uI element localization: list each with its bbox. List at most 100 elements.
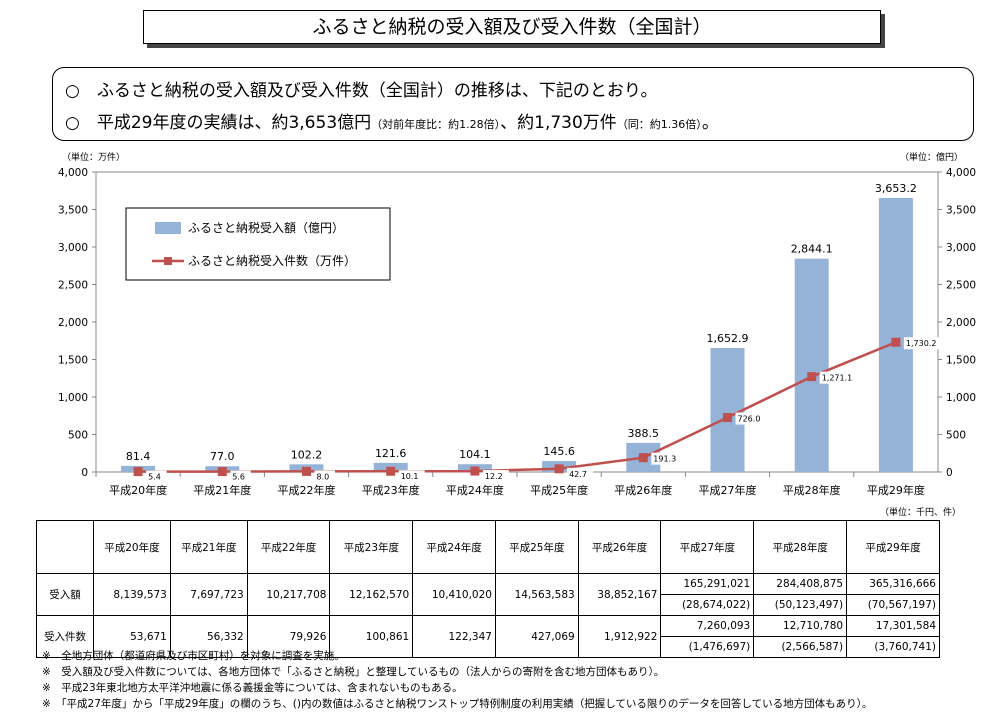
summary-note: （対前年度比：約1.28倍） <box>371 118 501 131</box>
right-tick-label: 500 <box>946 430 966 442</box>
right-tick-label: 1,000 <box>946 392 976 404</box>
column-header: 平成28年度 <box>753 520 848 574</box>
line-label-bg <box>230 470 251 483</box>
left-tick-label: 0 <box>81 467 88 479</box>
bar-label: 121.6 <box>375 447 407 460</box>
note: ※ 受入額及び受入件数については、各地方団体で「ふるさと納税」と整理しているもの… <box>42 666 665 678</box>
right-tick-label: 0 <box>946 467 953 479</box>
line-label: 10.1 <box>401 472 419 481</box>
summary-line-1: ○ ふるさと納税の受入額及び受入件数（全国計）の推移は、下記のとおり。 <box>65 81 658 101</box>
left-tick-label: 2,500 <box>58 280 88 292</box>
page-title: ふるさと納税の受入額及び受入件数（全国計） <box>143 10 881 44</box>
bar-label: 3,653.2 <box>875 182 917 195</box>
column-header: 平成23年度 <box>329 520 414 574</box>
table-header-row: 平成20年度 平成21年度 平成22年度 平成23年度 平成24年度 平成25年度 平成26… <box>36 520 940 574</box>
table-cell: 8,139,573 <box>93 573 171 616</box>
table-row: 受入額 8,139,573 7,697,723 10,217,708 12,162,57… <box>36 573 940 616</box>
table-cell: 284,408,875 <box>753 573 848 595</box>
bar-label: 2,844.1 <box>791 243 833 256</box>
line-marker <box>554 464 564 474</box>
row-header: 受入額 <box>36 573 94 616</box>
line-marker <box>217 467 227 477</box>
line-label: 726.0 <box>738 415 761 424</box>
summary-box: ○ ふるさと納税の受入額及び受入件数（全国計）の推移は、下記のとおり。 ○ 平成… <box>52 67 974 141</box>
table-corner <box>36 520 94 574</box>
table-cell: 100,861 <box>329 615 414 658</box>
summary-text: 。 <box>701 113 719 133</box>
line-marker <box>638 453 648 463</box>
table-cell: 38,852,167 <box>577 573 662 616</box>
left-tick-label: 3,000 <box>58 242 88 254</box>
column-header: 平成20年度 <box>93 520 171 574</box>
table-unit: （単位：千円、件） <box>880 508 962 518</box>
table-cell: 17,301,584 <box>846 615 940 637</box>
x-tick-label: 平成28年度 <box>783 483 841 497</box>
column-header: 平成24年度 <box>412 520 496 574</box>
table-cell: 12,710,780 <box>753 615 848 637</box>
summary-text: ○ 平成29年度の実績は、約3,653億円 <box>65 113 372 133</box>
left-tick-label: 3,500 <box>58 205 88 217</box>
note: ※ 全地方団体（都道府県及び市区町村）を対象に調査を実施。 <box>42 650 345 662</box>
bar-label: 81.4 <box>126 450 151 463</box>
line-label: 42.7 <box>569 470 587 479</box>
line-series <box>138 341 897 473</box>
x-tick-label: 平成24年度 <box>446 483 504 497</box>
x-tick-label: 平成27年度 <box>699 483 757 497</box>
left-tick-label: 500 <box>68 430 88 442</box>
x-tick-label: 平成25年度 <box>530 483 588 497</box>
line-label-bg <box>735 412 767 425</box>
right-tick-label: 4,000 <box>946 167 976 179</box>
right-tick-label: 1,500 <box>946 355 976 367</box>
table-cell: 165,291,021 <box>660 573 755 595</box>
left-tick-label: 4,000 <box>58 167 88 179</box>
left-tick-label: 1,000 <box>58 392 88 404</box>
data-table: 平成20年度 平成21年度 平成22年度 平成23年度 平成24年度 平成25年度 平成26… <box>36 520 940 658</box>
column-header: 平成27年度 <box>660 520 755 574</box>
x-tick-label: 平成23年度 <box>362 483 420 497</box>
line-marker <box>386 466 396 476</box>
summary-line-2: ○ 平成29年度の実績は、約3,653億円（対前年度比：約1.28倍）、約1,7… <box>65 108 719 133</box>
note: ※ 平成23年東北地方太平洋沖地震に係る義援金等については、含まれないものもある… <box>42 682 463 694</box>
x-tick-label: 平成20年度 <box>109 483 167 497</box>
line-label-bg <box>567 467 594 480</box>
left-axis-unit: （単位：万件） <box>62 153 126 163</box>
table-cell-onestop: (2,566,587) <box>753 636 848 658</box>
left-tick-label: 2,000 <box>58 317 88 329</box>
x-tick-label: 平成29年度 <box>867 483 925 497</box>
line-marker <box>891 337 901 347</box>
right-axis-unit: （単位：億円） <box>900 153 964 163</box>
line-label-bg <box>314 470 335 483</box>
row-header: 受入件数 <box>36 615 94 658</box>
table-subrow: (28,674,022) (50,123,497) (70,567,197) <box>37 594 940 616</box>
table-cell: 79,926 <box>246 615 331 658</box>
notes: ※ 全地方団体（都道府県及び市区町村）を対象に調査を実施。 ※ 受入額及び受入件数… <box>42 648 872 712</box>
bar <box>710 348 745 472</box>
summary-text: 、約1,730万件 <box>500 113 617 133</box>
table-cell: 53,671 <box>93 615 171 658</box>
line-marker <box>302 466 311 476</box>
line-label: 8.0 <box>317 472 330 481</box>
table-cell: 427,069 <box>494 615 579 658</box>
line-label-bg <box>146 470 167 483</box>
table-cell: 10,410,020 <box>412 573 496 616</box>
table-cell: 7,697,723 <box>169 573 248 616</box>
bar <box>794 258 829 472</box>
line-label-bg <box>651 452 683 465</box>
table-subrow: (1,476,697) (2,566,587) (3,760,741) <box>37 636 940 658</box>
bar <box>878 198 913 472</box>
table-cell: 365,316,666 <box>846 573 940 595</box>
line-label-bg <box>482 470 509 483</box>
table-cell-onestop: (3,760,741) <box>846 636 940 658</box>
right-tick-label: 2,000 <box>946 317 976 329</box>
line-label: 1,271.1 <box>822 374 853 383</box>
bar-label: 388.5 <box>628 427 660 440</box>
table-cell: 7,260,093 <box>660 615 755 637</box>
legend-line-label: ふるさと納税受入件数（万件） <box>188 253 356 268</box>
x-tick-label: 平成22年度 <box>278 483 336 497</box>
line-label: 191.3 <box>653 455 676 464</box>
right-tick-label: 3,000 <box>946 242 976 254</box>
line-label-bg <box>903 337 947 350</box>
table-cell: 14,563,583 <box>494 573 579 616</box>
line-label-bg <box>819 371 863 384</box>
line-marker <box>133 467 143 477</box>
